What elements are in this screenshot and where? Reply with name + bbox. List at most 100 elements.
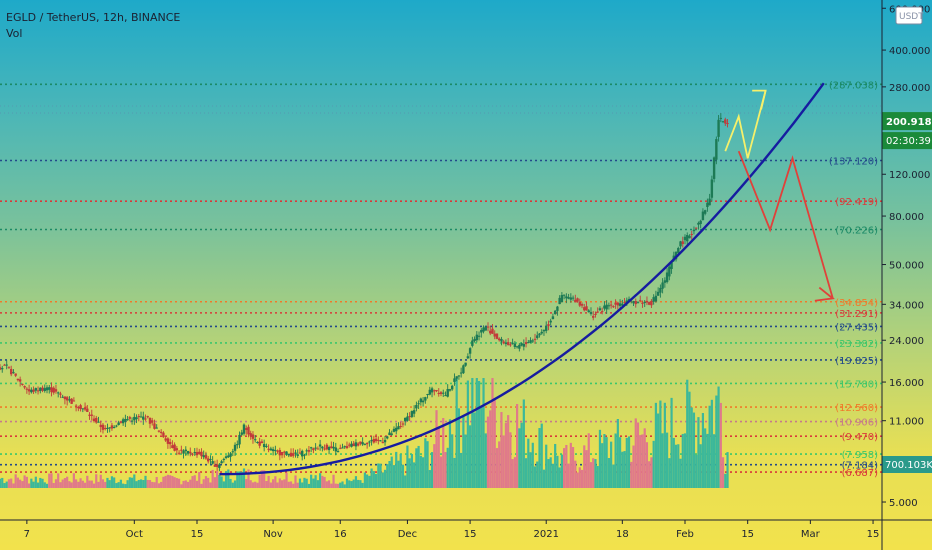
- candle-body: [224, 456, 228, 458]
- volume-bar: [307, 483, 311, 488]
- volume-bar: [706, 433, 709, 488]
- candle-body: [345, 446, 349, 449]
- volume-bar: [327, 480, 331, 488]
- candle-body: [9, 368, 13, 375]
- time-tick-label: Nov: [263, 529, 283, 540]
- candle-body: [260, 441, 264, 444]
- candle-body: [614, 302, 617, 305]
- volume-bar: [101, 479, 105, 488]
- volume-bar: [489, 410, 492, 488]
- candle-body: [45, 387, 49, 391]
- volume-bar: [401, 464, 405, 488]
- volume-bar: [122, 483, 125, 488]
- candle-body: [415, 404, 418, 409]
- candle-body: [32, 389, 35, 392]
- volume-bar: [348, 480, 351, 488]
- candle-body: [97, 421, 100, 423]
- candle-body: [493, 333, 496, 337]
- candle-body: [354, 442, 358, 447]
- volume-label[interactable]: Vol: [6, 27, 23, 40]
- candle-body: [130, 420, 134, 422]
- volume-bar: [260, 470, 264, 488]
- volume-bar: [34, 476, 37, 488]
- volume-bar: [289, 481, 293, 488]
- candle-body: [211, 461, 214, 464]
- volume-bar: [269, 482, 272, 488]
- candle-body: [692, 229, 696, 232]
- candle-body: [578, 301, 581, 306]
- volume-bar: [92, 483, 96, 488]
- level-label: (70.226): [835, 226, 878, 237]
- candle-body: [491, 328, 494, 334]
- volume-bar: [343, 484, 346, 488]
- volume-bar: [616, 419, 619, 488]
- candle-body: [233, 444, 237, 451]
- volume-bar: [267, 475, 270, 488]
- volume-bar: [607, 458, 610, 488]
- candle-body: [166, 438, 170, 444]
- volume-bar: [350, 481, 353, 488]
- symbol-title[interactable]: EGLD / TetherUS, 12h, BINANCE: [6, 11, 181, 24]
- candle-body: [164, 438, 167, 441]
- candle-body: [146, 416, 149, 418]
- volume-bar: [504, 423, 508, 488]
- time-tick-label: 7: [24, 529, 30, 540]
- volume-bar: [408, 458, 411, 488]
- candle-body: [576, 298, 579, 302]
- volume-bar: [547, 459, 550, 488]
- candles: [0, 113, 729, 472]
- volume-bar: [681, 433, 684, 488]
- candle-body: [616, 302, 620, 306]
- volume-bar: [81, 480, 84, 488]
- volume-bar: [177, 478, 181, 488]
- level-label: (10.906): [835, 418, 878, 429]
- volume-bar: [298, 478, 302, 488]
- volume-bar: [274, 476, 277, 488]
- volume-bar: [433, 444, 436, 488]
- time-axis: 7 Oct 15 Nov 16 Dec 15 2021 18 Feb 15 Mar 15: [0, 519, 932, 540]
- candle-body: [153, 423, 156, 429]
- candle-body: [399, 425, 402, 427]
- candle-body: [278, 450, 282, 456]
- candle-body: [424, 397, 427, 401]
- candle-body: [663, 280, 667, 283]
- candle-body: [77, 406, 80, 409]
- time-tick-label: 15: [741, 529, 754, 540]
- candle-body: [677, 247, 680, 253]
- candle-body: [361, 442, 364, 445]
- candle-body: [90, 414, 93, 416]
- candle-body: [495, 333, 499, 339]
- candle-body: [294, 452, 297, 454]
- candle-body: [240, 432, 243, 435]
- candle-body: [72, 400, 76, 402]
- candle-body: [370, 440, 373, 442]
- volume-bar: [52, 482, 55, 488]
- volume-bar: [632, 445, 635, 488]
- candle-body: [95, 417, 98, 423]
- volume-bar: [83, 482, 87, 488]
- candle-body: [439, 392, 443, 394]
- volume-bar: [601, 443, 604, 488]
- candle-body: [462, 365, 465, 374]
- candle-body: [437, 393, 440, 395]
- candle-body: [350, 443, 353, 447]
- volume-bar: [368, 475, 371, 488]
- candle-body: [39, 387, 42, 391]
- candle-body: [137, 416, 140, 418]
- volume-bar: [135, 481, 138, 488]
- candle-body: [428, 389, 432, 395]
- last-price-label: 200.918: [886, 117, 932, 128]
- volume-bar: [312, 478, 315, 488]
- volume-bar: [209, 482, 212, 488]
- volume-bar: [556, 455, 559, 488]
- candle-body: [16, 378, 20, 381]
- candle-body: [48, 387, 51, 390]
- candle-body: [679, 241, 682, 247]
- candle-body: [63, 396, 67, 400]
- candle-body: [206, 458, 210, 462]
- candle-body: [79, 405, 82, 410]
- volume-bar: [469, 425, 472, 488]
- volume-bar: [383, 469, 387, 488]
- volume-bar: [77, 481, 80, 488]
